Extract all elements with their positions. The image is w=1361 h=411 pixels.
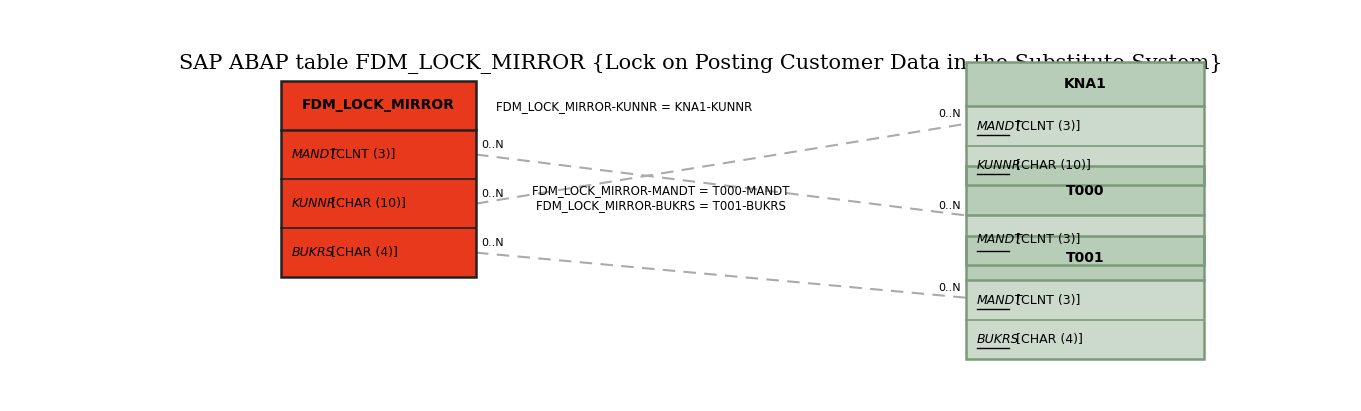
Text: [CHAR (10)]: [CHAR (10)] [327, 197, 406, 210]
FancyBboxPatch shape [280, 179, 476, 228]
Text: [CHAR (10)]: [CHAR (10)] [1013, 159, 1092, 172]
Text: [CLNT (3)]: [CLNT (3)] [327, 148, 395, 161]
Text: BUKRS: BUKRS [977, 333, 1019, 346]
Text: MANDT: MANDT [291, 148, 338, 161]
FancyBboxPatch shape [280, 130, 476, 179]
Text: MANDT: MANDT [977, 293, 1023, 307]
Text: 0..N: 0..N [482, 238, 504, 248]
Text: 0..N: 0..N [939, 283, 961, 293]
FancyBboxPatch shape [966, 166, 1203, 215]
Text: FDM_LOCK_MIRROR-BUKRS = T001-BUKRS: FDM_LOCK_MIRROR-BUKRS = T001-BUKRS [536, 199, 785, 212]
FancyBboxPatch shape [966, 215, 1203, 265]
Text: [CLNT (3)]: [CLNT (3)] [1013, 293, 1081, 307]
Text: [CHAR (4)]: [CHAR (4)] [1013, 333, 1083, 346]
Text: FDM_LOCK_MIRROR: FDM_LOCK_MIRROR [302, 99, 455, 113]
FancyBboxPatch shape [966, 62, 1203, 106]
Text: [CLNT (3)]: [CLNT (3)] [1013, 120, 1081, 133]
Text: SAP ABAP table FDM_LOCK_MIRROR {Lock on Posting Customer Data in the Substitute : SAP ABAP table FDM_LOCK_MIRROR {Lock on … [178, 54, 1222, 74]
Text: FDM_LOCK_MIRROR-MANDT = T000-MANDT: FDM_LOCK_MIRROR-MANDT = T000-MANDT [532, 184, 789, 196]
Text: KUNNR: KUNNR [977, 159, 1022, 172]
Text: T000: T000 [1066, 184, 1104, 198]
Text: MANDT: MANDT [977, 233, 1023, 247]
FancyBboxPatch shape [280, 81, 476, 130]
Text: BUKRS: BUKRS [291, 246, 333, 259]
Text: 0..N: 0..N [939, 201, 961, 211]
FancyBboxPatch shape [966, 106, 1203, 146]
FancyBboxPatch shape [966, 320, 1203, 360]
Text: MANDT: MANDT [977, 120, 1023, 133]
FancyBboxPatch shape [966, 236, 1203, 280]
FancyBboxPatch shape [280, 228, 476, 277]
Text: 0..N: 0..N [482, 140, 504, 150]
Text: KNA1: KNA1 [1064, 77, 1106, 91]
Text: 0..N: 0..N [939, 109, 961, 119]
Text: [CHAR (4)]: [CHAR (4)] [327, 246, 397, 259]
FancyBboxPatch shape [966, 280, 1203, 320]
Text: 0..N: 0..N [482, 189, 504, 199]
Text: FDM_LOCK_MIRROR-KUNNR = KNA1-KUNNR: FDM_LOCK_MIRROR-KUNNR = KNA1-KUNNR [495, 100, 751, 113]
Text: T001: T001 [1066, 251, 1105, 265]
Text: KUNNR: KUNNR [291, 197, 336, 210]
Text: [CLNT (3)]: [CLNT (3)] [1013, 233, 1081, 247]
FancyBboxPatch shape [966, 146, 1203, 185]
